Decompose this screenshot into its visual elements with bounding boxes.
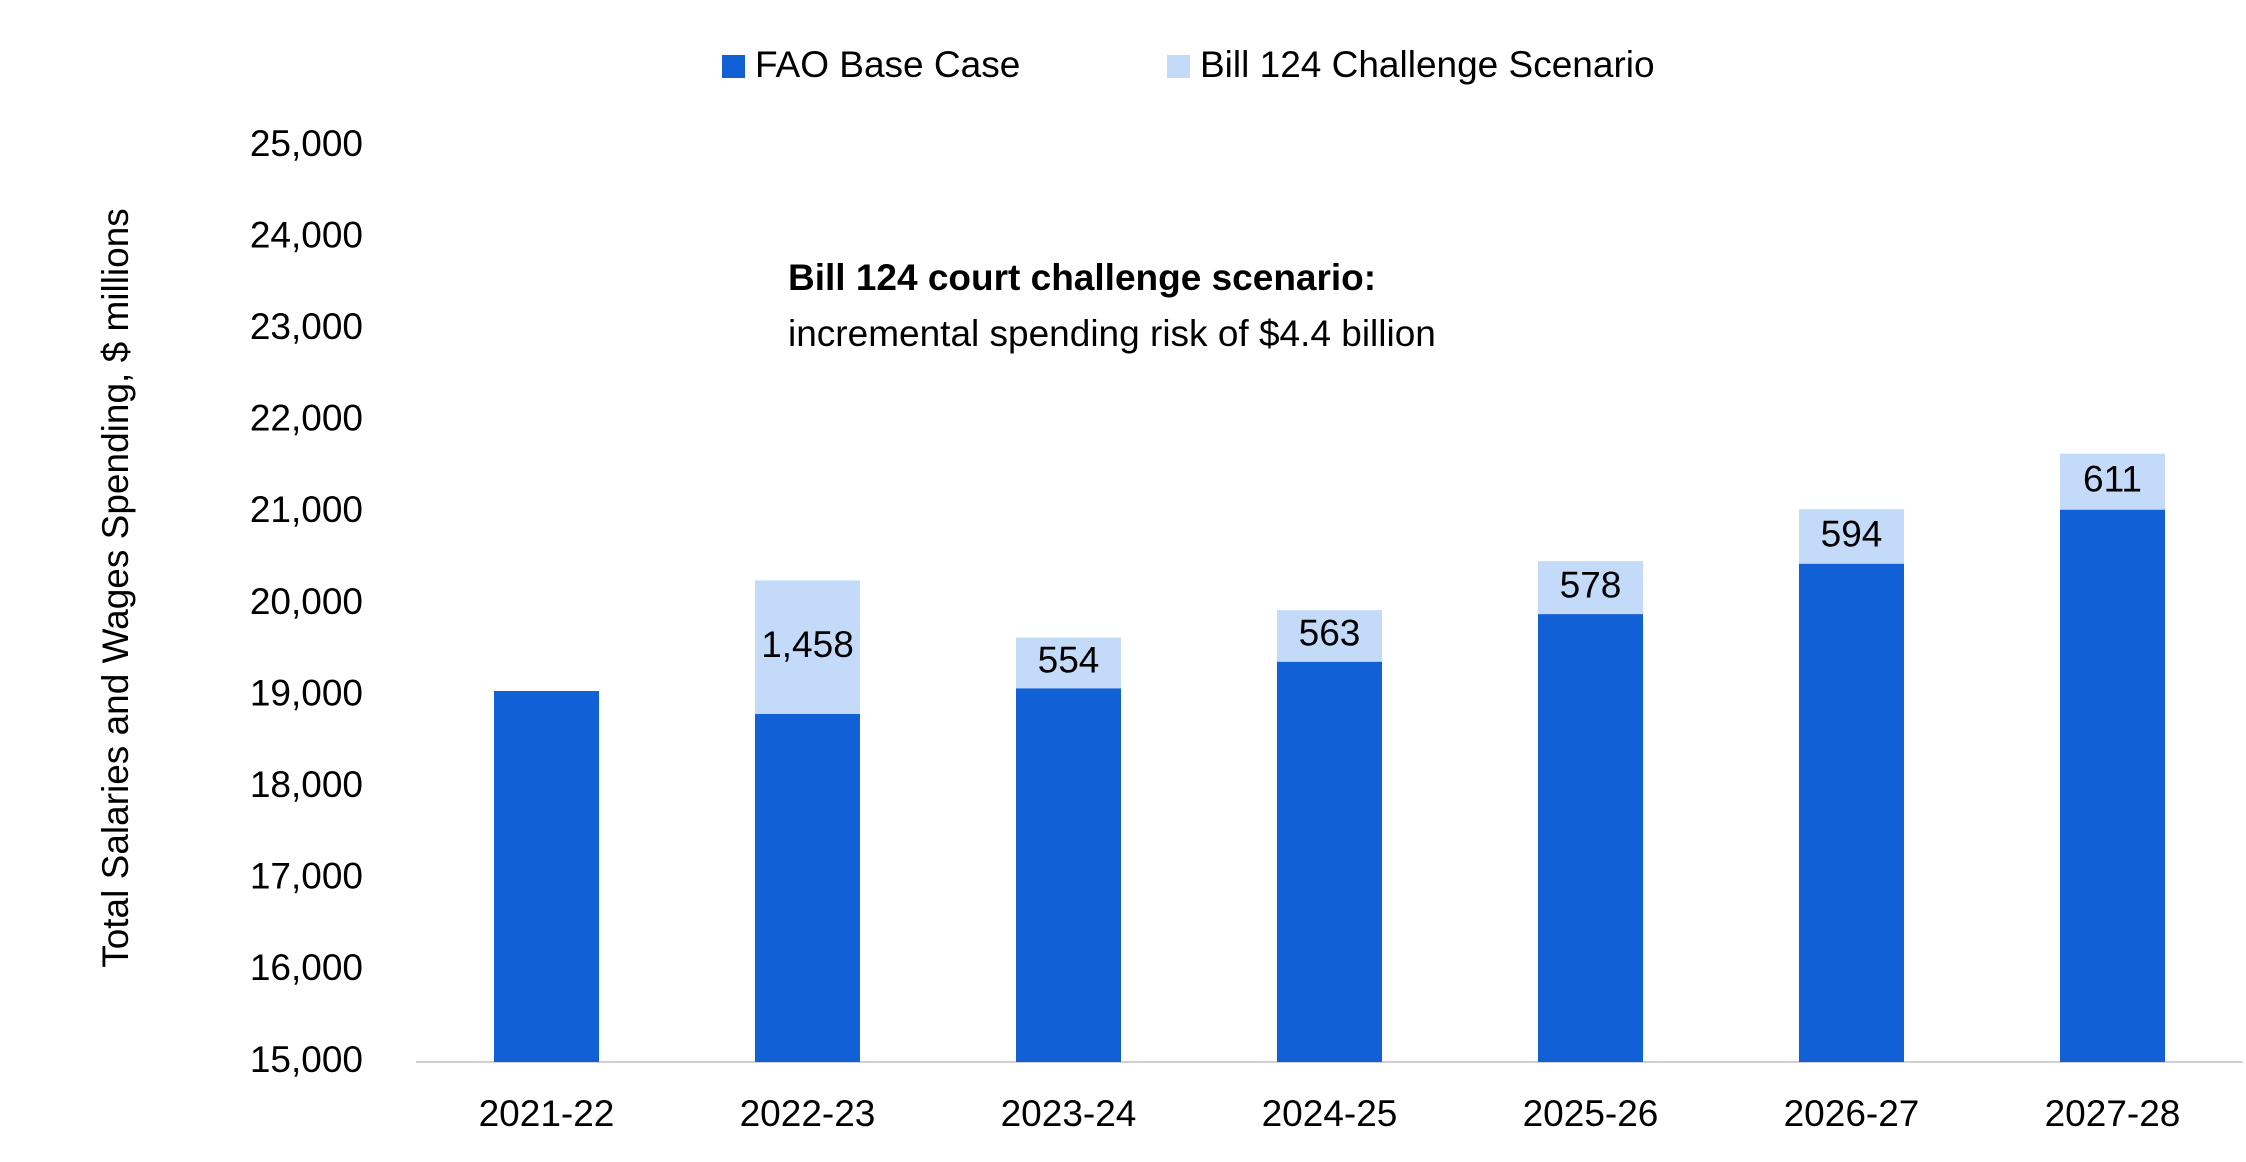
bar-segment — [1016, 637, 1121, 689]
bar-segment — [755, 580, 860, 714]
data-label: 578 — [1560, 564, 1622, 605]
y-tick-label: 22,000 — [250, 398, 363, 439]
data-label: 554 — [1038, 640, 1100, 681]
legend-label: FAO Base Case — [755, 44, 1020, 85]
bar-segment — [1277, 610, 1382, 662]
x-tick-label: 2024-25 — [1262, 1093, 1398, 1134]
x-tick-label: 2022-23 — [740, 1093, 876, 1134]
data-label: 594 — [1821, 513, 1883, 554]
bar-segment — [494, 691, 599, 1062]
bar-segment — [1538, 614, 1643, 1062]
x-tick-label: 2027-28 — [2045, 1093, 2181, 1134]
x-tick-label: 2025-26 — [1523, 1093, 1659, 1134]
bar-segment — [1799, 509, 1904, 564]
bar-segment — [1799, 563, 1904, 1062]
bar-segment — [755, 713, 860, 1062]
y-tick-label: 20,000 — [250, 581, 363, 622]
y-axis-title: Total Salaries and Wages Spending, $ mil… — [95, 208, 136, 968]
bar-segment — [2060, 509, 2165, 1063]
data-label: 611 — [2083, 458, 2142, 499]
legend-label: Bill 124 Challenge Scenario — [1200, 44, 1655, 85]
data-label: 1,458 — [761, 624, 854, 665]
y-tick-label: 24,000 — [250, 214, 363, 255]
y-tick-label: 23,000 — [250, 306, 363, 347]
legend-swatch — [1167, 55, 1190, 78]
data-label: 563 — [1299, 613, 1361, 654]
y-tick-label: 17,000 — [250, 856, 363, 897]
annotation-text: incremental spending risk of $4.4 billio… — [788, 313, 1436, 354]
y-tick-label: 21,000 — [250, 489, 363, 530]
legend-swatch — [722, 55, 745, 78]
bar-segment — [1016, 688, 1121, 1062]
x-tick-label: 2026-27 — [1784, 1093, 1920, 1134]
x-tick-label: 2021-22 — [479, 1093, 615, 1134]
bar-segment — [2060, 453, 2165, 510]
y-tick-label: 19,000 — [250, 672, 363, 713]
x-tick-label: 2023-24 — [1001, 1093, 1137, 1134]
y-tick-label: 16,000 — [250, 947, 363, 988]
annotation-title: Bill 124 court challenge scenario: — [788, 257, 1376, 298]
y-tick-label: 25,000 — [250, 123, 363, 164]
bar-segment — [1277, 661, 1382, 1062]
y-tick-label: 18,000 — [250, 764, 363, 805]
y-tick-label: 15,000 — [250, 1039, 363, 1080]
bar-segment — [1538, 561, 1643, 615]
